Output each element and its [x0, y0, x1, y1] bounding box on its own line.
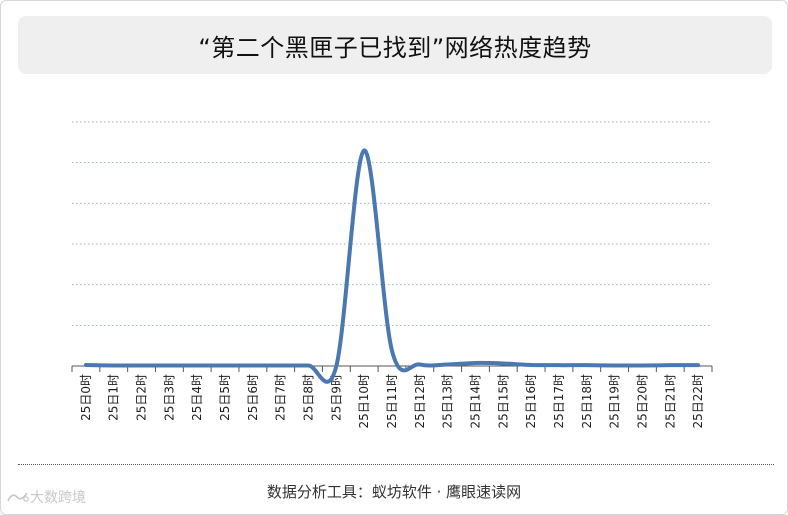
watermark: 大数跨境 — [6, 487, 86, 507]
watermark-text: 大数跨境 — [30, 490, 86, 506]
x-tick-label: 25日0时 — [79, 374, 93, 421]
x-tick-label: 25日9时 — [329, 374, 343, 421]
x-tick-label: 25日1时 — [107, 374, 121, 421]
x-tick-label: 25日7时 — [274, 374, 288, 421]
x-tick-label: 25日10时 — [357, 374, 371, 429]
footer-divider — [18, 464, 774, 465]
chart-title: “第二个黑匣子已找到”网络热度趋势 — [198, 33, 592, 62]
x-tick-label: 25日13时 — [441, 374, 455, 429]
x-tick-label: 25日15时 — [496, 374, 510, 429]
watermark-logo-icon — [7, 492, 29, 502]
x-tick-label: 25日18时 — [580, 374, 594, 429]
x-tick-label: 25日22时 — [691, 374, 705, 429]
title-banner: “第二个黑匣子已找到”网络热度趋势 — [18, 16, 772, 74]
x-tick-label: 25日16时 — [524, 374, 538, 429]
x-tick-label: 25日8时 — [302, 374, 316, 421]
x-tick-label: 25日12时 — [413, 374, 427, 429]
x-tick-label: 25日17时 — [552, 374, 566, 429]
x-tick-label: 25日5时 — [218, 374, 232, 421]
x-tick-label: 25日14时 — [468, 374, 482, 429]
x-tick-label: 25日2时 — [135, 374, 149, 421]
x-tick-label: 25日4时 — [190, 374, 204, 421]
x-tick-label: 25日19时 — [608, 374, 622, 429]
x-tick-label: 25日6时 — [246, 374, 260, 421]
series-line — [83, 148, 701, 384]
x-tick-label: 25日21时 — [663, 374, 677, 429]
x-tick-label: 25日3时 — [162, 374, 176, 421]
x-tick-label: 25日11时 — [385, 374, 399, 429]
x-tick-label: 25日20时 — [635, 374, 649, 429]
source-credit: 数据分析工具：蚁坊软件 · 鹰眼速读网 — [266, 483, 522, 501]
